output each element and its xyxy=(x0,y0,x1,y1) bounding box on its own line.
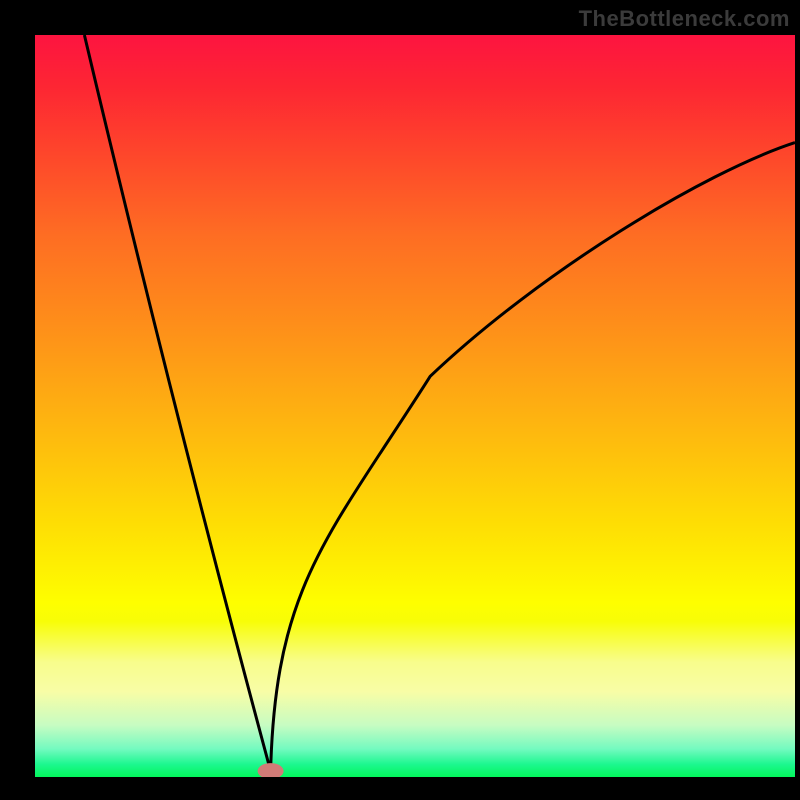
chart-container: TheBottleneck.com xyxy=(0,0,800,800)
gradient-background xyxy=(35,35,795,777)
plot-svg xyxy=(35,35,795,777)
plot-area xyxy=(35,35,795,777)
watermark-text: TheBottleneck.com xyxy=(579,6,790,32)
